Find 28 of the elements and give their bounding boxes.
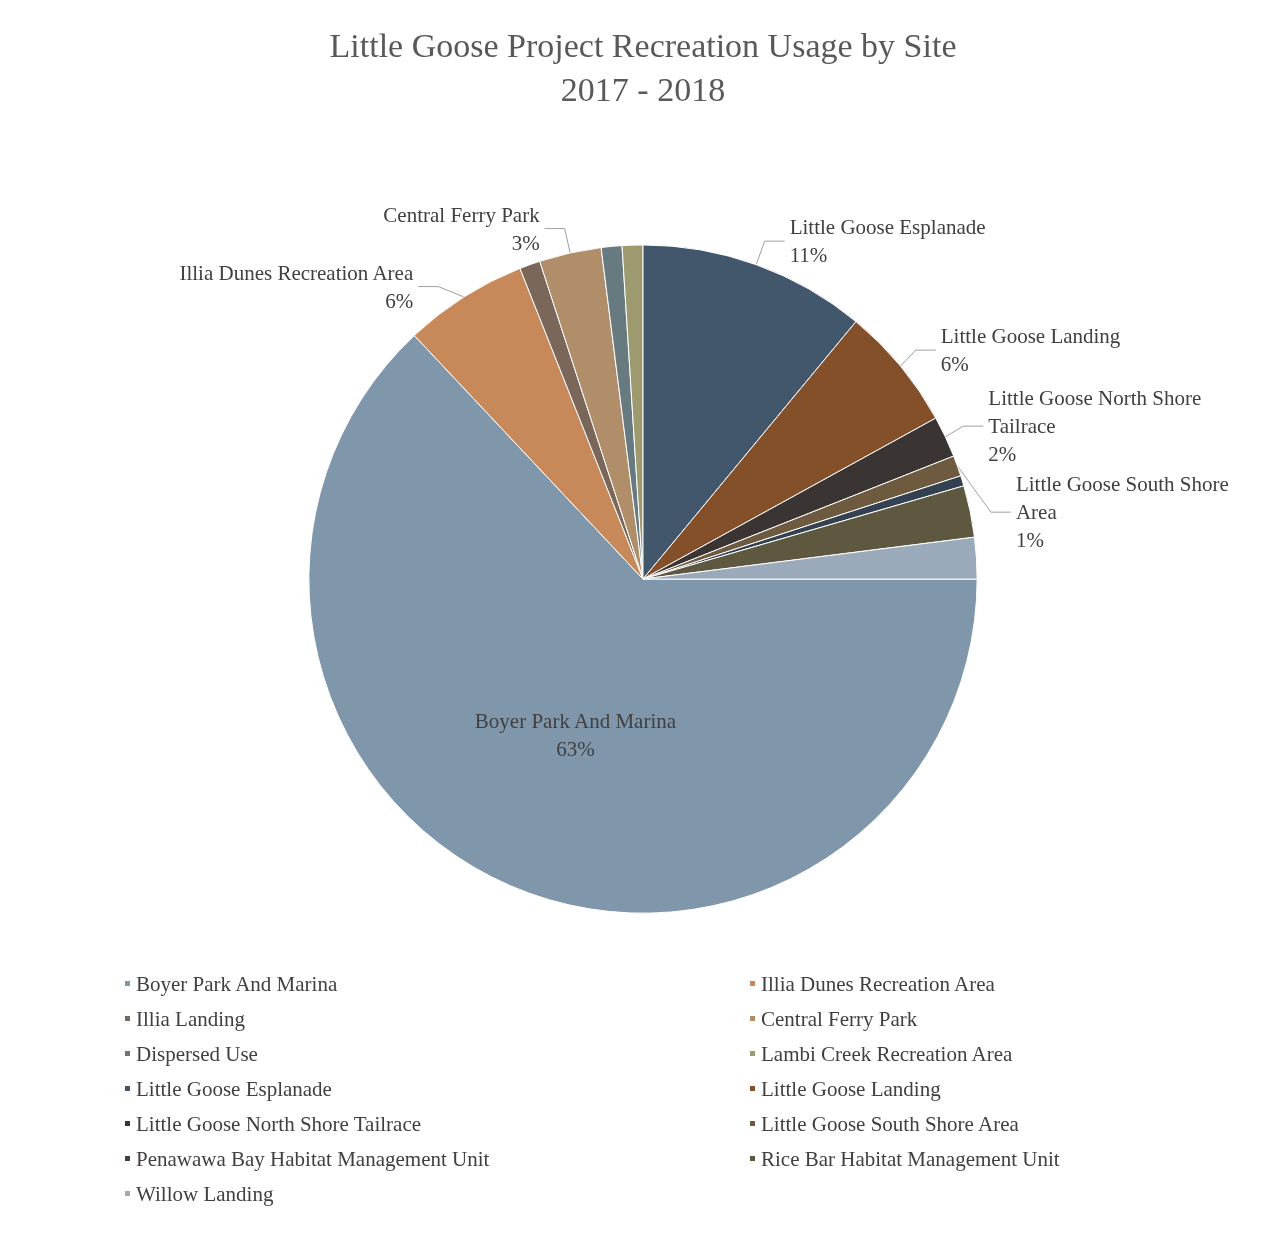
data-label: 3% <box>511 230 540 255</box>
legend-label: Boyer Park And Marina <box>136 971 338 996</box>
slice-label: Illia Dunes Recreation Area <box>179 260 414 285</box>
chart-title: Little Goose Project Recreation Usage by Site 2017 - 2018 <box>329 26 957 108</box>
slice-label: Central Ferry Park <box>383 202 541 227</box>
slice-label: Little Goose Landing <box>940 324 1121 349</box>
legend-label: Illia Dunes Recreation Area <box>761 971 996 996</box>
data-label: 63% <box>556 737 595 762</box>
legend-label: Penawawa Bay Habitat Management Unit <box>136 1146 490 1171</box>
legend-label: Willow Landing <box>136 1181 274 1206</box>
legend-label: Central Ferry Park <box>761 1006 918 1031</box>
data-label: 6% <box>385 288 414 313</box>
slice-label: Little Goose South Shore Area <box>1015 472 1235 525</box>
data-label: 2% <box>988 442 1017 467</box>
slice-label: Boyer Park And Marina <box>474 709 677 734</box>
legend-label: Little Goose Esplanade <box>136 1076 332 1101</box>
slice-label: Little Goose North Shore Tailrace <box>988 386 1207 439</box>
legend-label: Dispersed Use <box>136 1041 258 1066</box>
legend-label: Illia Landing <box>136 1006 246 1031</box>
legend-label: Little Goose North Shore Tailrace <box>136 1111 422 1136</box>
legend-label: Lambi Creek Recreation Area <box>761 1041 1013 1066</box>
slice-label: Little Goose Esplanade <box>789 215 986 240</box>
data-label: 1% <box>1015 528 1044 553</box>
legend-label: Rice Bar Habitat Management Unit <box>761 1146 1060 1171</box>
legend-label: Little Goose Landing <box>761 1076 942 1101</box>
legend-label: Little Goose South Shore Area <box>761 1111 1020 1136</box>
data-label: 6% <box>940 352 969 377</box>
data-label: 11% <box>789 243 828 268</box>
